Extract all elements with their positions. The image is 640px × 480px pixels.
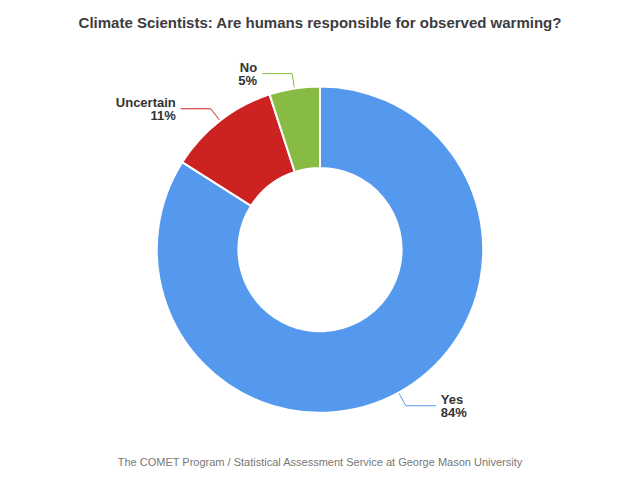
svg-text:Uncertain: Uncertain <box>115 94 176 110</box>
svg-text:No: No <box>239 59 258 75</box>
svg-text:84%: 84% <box>441 405 467 420</box>
svg-text:11%: 11% <box>150 108 176 123</box>
svg-text:Yes: Yes <box>440 391 464 407</box>
svg-text:5%: 5% <box>238 73 257 88</box>
svg-text:The COMET Program / Statistica: The COMET Program / Statistical Assessme… <box>118 456 523 468</box>
svg-text:Climate Scientists: Are humans: Climate Scientists: Are humans responsib… <box>79 14 562 31</box>
